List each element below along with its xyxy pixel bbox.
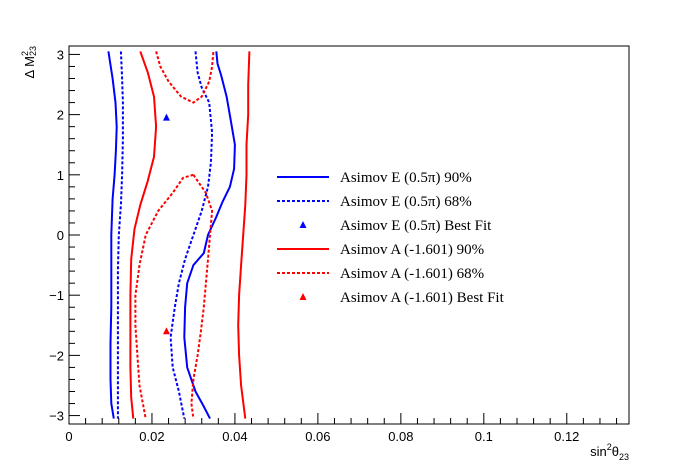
x-axis: 0 0.02 0.04 0.06 0.08 0.1 0.12 bbox=[65, 413, 618, 444]
legend-label: Asimov E (0.5π) 90% bbox=[340, 170, 472, 186]
legend: Asimov E (0.5π) 90% Asimov E (0.5π) 68% As… bbox=[277, 170, 505, 306]
series-layer bbox=[107, 51, 251, 420]
y-tick-label: 0 bbox=[57, 228, 64, 243]
contour-series-1-segment-0 bbox=[116, 51, 124, 419]
y-axis-title: Δ M223 bbox=[20, 46, 38, 78]
legend-marker bbox=[299, 293, 307, 300]
legend-label: Asimov E (0.5π) Best Fit bbox=[340, 218, 492, 234]
legend-label: Asimov A (-1.601) 90% bbox=[340, 242, 484, 258]
contour-series-3-segment-1 bbox=[134, 173, 194, 419]
x-tick-label: 0.12 bbox=[554, 429, 579, 444]
y-tick-label: 2 bbox=[57, 108, 64, 123]
best-fit-marker-5 bbox=[162, 327, 170, 335]
legend-marker bbox=[299, 221, 307, 228]
y-tick-label: 1 bbox=[57, 168, 64, 183]
y-tick-label: −3 bbox=[49, 409, 64, 424]
y-tick-label: −1 bbox=[49, 288, 64, 303]
contour-series-3-segment-0 bbox=[155, 51, 215, 104]
y-axis: −3 −2 −1 0 1 2 3 bbox=[49, 47, 80, 424]
x-tick-label: 0.04 bbox=[222, 429, 247, 444]
y-tick-label: −2 bbox=[49, 348, 64, 363]
contour-series-3-segment-2 bbox=[190, 174, 214, 419]
x-tick-label: 0.02 bbox=[139, 429, 164, 444]
plot-area bbox=[68, 45, 630, 425]
legend-label: Asimov E (0.5π) 68% bbox=[340, 194, 472, 210]
legend-label: Asimov A (-1.601) Best Fit bbox=[340, 290, 505, 306]
contour-series-1-segment-1 bbox=[169, 51, 214, 419]
contour-series-2-segment-0 bbox=[129, 51, 158, 419]
legend-label: Asimov A (-1.601) 68% bbox=[340, 266, 484, 282]
x-tick-label: 0.1 bbox=[475, 429, 493, 444]
x-axis-title: sin2θ23 bbox=[590, 442, 629, 462]
best-fit-marker-4 bbox=[162, 113, 170, 121]
contour-series-0-segment-0 bbox=[107, 51, 118, 419]
x-tick-label: 0 bbox=[65, 429, 72, 444]
contour-series-0-segment-1 bbox=[183, 51, 236, 420]
y-tick-label: 3 bbox=[57, 47, 64, 62]
x-tick-label: 0.08 bbox=[388, 429, 413, 444]
x-tick-label: 0.06 bbox=[305, 429, 330, 444]
contour-series-2-segment-1 bbox=[237, 51, 251, 419]
